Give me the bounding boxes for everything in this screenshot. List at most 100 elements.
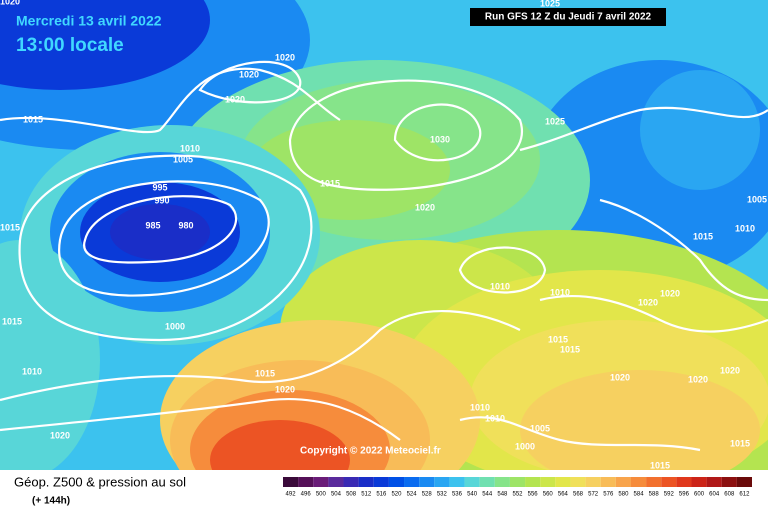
colorbar-swatch [283,477,299,487]
isobar-label: 1020 [610,372,630,382]
colorbar-swatch [585,477,601,487]
isobar-label: 985 [145,220,160,230]
isobar-label: 1020 [0,0,20,6]
colorbar-label: 552 [512,492,523,498]
isobar-label: 1005 [173,154,193,164]
colorbar-label: 600 [694,492,705,498]
isobar-label: 1015 [0,222,20,232]
isobar-label: 1005 [530,423,550,433]
colorbar-swatch [313,477,329,487]
isobar-label: 990 [154,195,169,205]
colorbar-swatch [388,477,405,487]
colorbar-swatch [434,477,450,487]
colorbar-label: 592 [664,492,675,498]
colorbar-swatch [464,477,480,487]
isobar-label: 1020 [688,374,708,384]
isobar-label: 1020 [275,384,295,394]
isobar-label: 1000 [165,321,185,331]
colorbar-swatch [661,477,677,487]
colorbar-swatch [328,477,344,487]
isobar-label: 1020 [638,297,658,307]
colorbar-swatch [706,477,722,487]
isobar-label: 1010 [550,287,570,297]
isobar-label: 1020 [275,52,295,62]
colorbar-label: 584 [634,492,645,498]
colorbar-swatch [419,477,435,487]
colorbar-label: 544 [482,492,493,498]
colorbar-label: 540 [467,492,478,498]
isobar-label: 1020 [660,288,680,298]
isobar-label: 995 [152,182,167,192]
colorbar-label: 612 [739,492,750,498]
time: 13:00 locale [16,35,124,56]
colorbar-label: 508 [346,492,357,498]
colorbar-swatch [494,477,510,487]
colorbar-label: 572 [588,492,599,498]
colorbar-swatch [646,477,662,487]
colorbar-swatch [343,477,359,487]
colorbar-label: 596 [679,492,690,498]
colorbar-label: 524 [407,492,418,498]
colorbar-swatch [630,477,647,487]
isobar-label: 1015 [23,114,43,124]
isobar-label: 1005 [747,194,767,204]
colorbar-label: 588 [649,492,660,498]
colorbar-swatch [600,477,616,487]
isobar-label: 1015 [693,231,713,241]
colorbar-label: 580 [618,492,629,498]
isobar-label: 1015 [320,178,340,188]
isobar-label: 1010 [470,402,490,412]
colorbar-swatch [525,477,541,487]
isobar-label: 1015 [548,334,568,344]
isobar-label: 1010 [22,366,42,376]
colorbar-swatch [358,477,374,487]
colorbar-swatch [373,477,389,487]
isobar-label: 1025 [540,0,560,8]
isobar-label: 1015 [255,368,275,378]
isobar-label: 980 [178,220,193,230]
colorbar-swatch [509,477,526,487]
isobar-label: 1020 [225,94,245,104]
run-info: Run GFS 12 Z du Jeudi 7 avril 2022 [485,12,652,23]
colorbar: 492 496 500 504 508 512 516 520 524 528 532 536 540 5… [283,477,752,498]
colorbar-label: 512 [361,492,372,498]
colorbar-swatch [449,477,465,487]
colorbar-label: 496 [301,492,312,498]
isobar-label: 1020 [415,202,435,212]
legend-title: Géop. Z500 & pression au sol [14,474,186,489]
colorbar-label: 528 [422,492,433,498]
isobar-label: 1020 [239,69,259,79]
colorbar-label: 548 [497,492,508,498]
colorbar-swatch [555,477,571,487]
isobar-label: 1000 [515,441,535,451]
colorbar-swatch [479,477,495,487]
run-box [470,8,666,26]
isobar-label: 1015 [2,316,22,326]
isobar-label: 1010 [490,281,510,291]
isobar-label: 1030 [430,134,450,144]
colorbar-label: 576 [603,492,614,498]
isobar-label: 1010 [735,223,755,233]
isobar-label: 1010 [485,413,505,423]
colorbar-label: 516 [376,492,387,498]
legend-subtitle: (+ 144h) [32,496,70,507]
colorbar-label: 500 [316,492,327,498]
colorbar-label: 532 [437,492,448,498]
date: Mercredi 13 avril 2022 [16,13,162,29]
colorbar-label: 520 [391,492,402,498]
colorbar-swatch [676,477,692,487]
isobar-label: 1020 [50,430,70,440]
colorbar-label: 504 [331,492,342,498]
colorbar-swatch [404,477,420,487]
isobar-labels: 1025102010201020102010151010100510301025… [0,0,767,470]
colorbar-swatch [691,477,707,487]
colorbar-label: 564 [558,492,569,498]
isobar-label: 1015 [560,344,580,354]
copyright: Copyright © 2022 Meteociel.fr [300,446,441,457]
colorbar-swatch [570,477,586,487]
colorbar-swatch [615,477,631,487]
colorbar-label: 568 [573,492,584,498]
isobar-label: 1015 [650,460,670,470]
colorbar-swatch [721,477,737,487]
